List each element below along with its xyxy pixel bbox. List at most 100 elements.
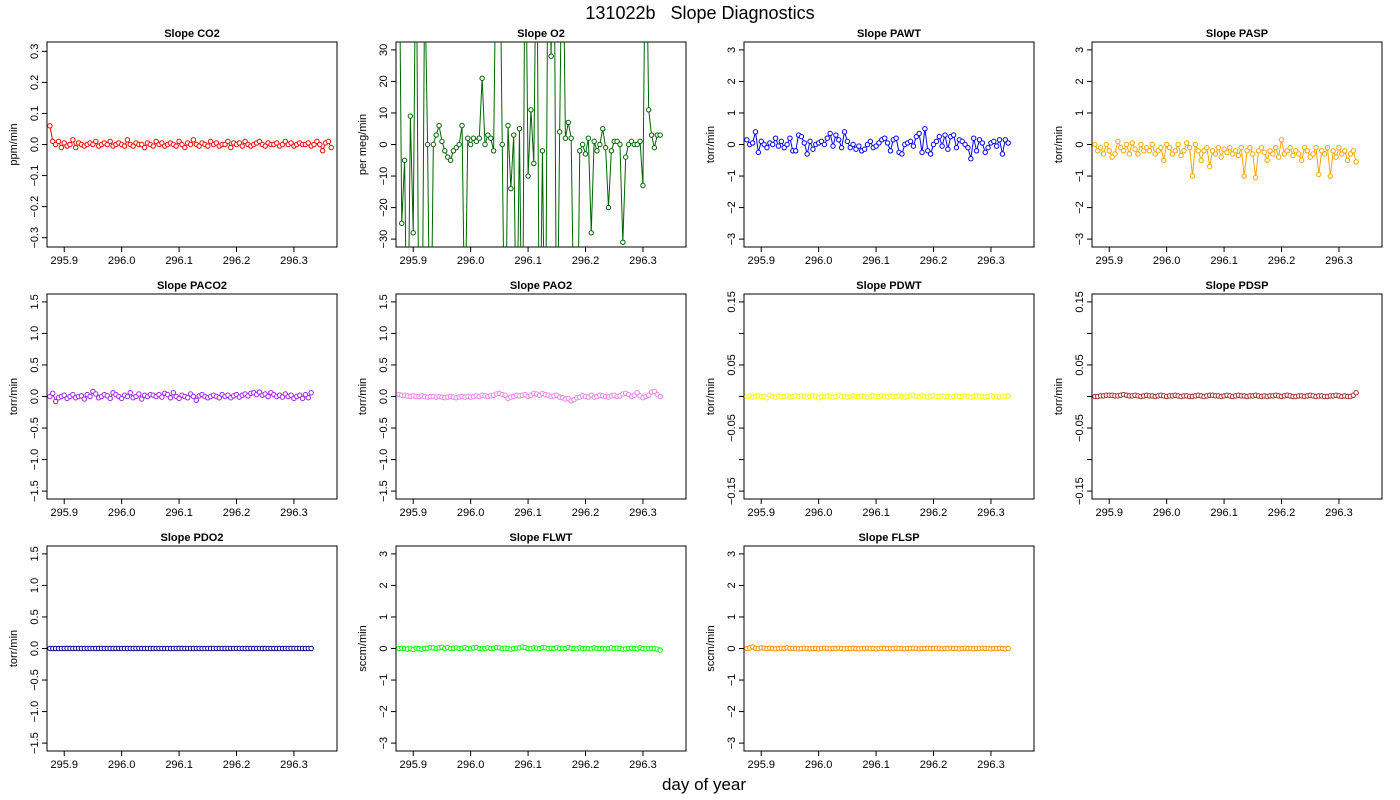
panel-slope-pawt: Slope PAWT torr/min −3 −2 −1 0 1 2 3 295.9 296.0 29…: [705, 28, 1035, 267]
y-tick-label: −0.5: [29, 417, 41, 439]
data-point: [1181, 148, 1187, 154]
x-tick-label: 296.2: [572, 507, 600, 519]
data-point: [1195, 148, 1201, 154]
y-tick-label: 0.5: [29, 357, 41, 372]
y-tick-label: 0.15: [1074, 291, 1086, 312]
data-point: [1112, 151, 1118, 157]
data-point: [657, 132, 663, 138]
data-point: [205, 143, 211, 149]
data-point: [531, 160, 537, 167]
series-group: [744, 392, 1011, 401]
data-point: [744, 137, 750, 143]
data-point: [600, 126, 606, 132]
data-point: [844, 138, 851, 145]
data-point: [971, 135, 977, 141]
panel-slope-co2: Slope CO2 ppm/min −0.3 −0.2 −0.1 0.0 0.1 0.2 0.3…: [8, 28, 338, 267]
y-tick-label: −0.15: [1074, 477, 1086, 505]
data-point: [176, 395, 182, 402]
data-point: [867, 138, 874, 145]
data-point: [1353, 390, 1359, 396]
data-point: [81, 396, 88, 402]
panel-title: Slope PDSP: [1206, 280, 1269, 292]
x-tick-label: 296.3: [629, 255, 657, 267]
y-tick-label: 2: [378, 582, 390, 588]
x-tick-label: 295.9: [1095, 507, 1123, 519]
x-tick-label: 296.2: [920, 759, 948, 771]
data-point: [1204, 144, 1210, 151]
data-point: [482, 141, 488, 148]
data-point: [502, 392, 508, 398]
x-tick-label: 296.3: [977, 759, 1005, 771]
data-point: [516, 126, 523, 132]
data-point: [1106, 148, 1112, 154]
y-tick-label: −1: [1074, 170, 1086, 183]
data-point: [70, 137, 76, 143]
data-point: [907, 138, 914, 145]
data-point: [1238, 144, 1245, 151]
data-point: [1298, 157, 1305, 163]
y-tick-label: −3: [1074, 233, 1086, 246]
data-point: [1201, 148, 1207, 154]
data-point: [755, 149, 762, 156]
data-point: [913, 133, 919, 140]
data-point: [1005, 140, 1011, 146]
y-tick-label: 2: [726, 78, 738, 84]
x-tick-label: 295.9: [747, 759, 775, 771]
data-point: [657, 393, 663, 400]
y-tick-label: 0: [726, 141, 738, 147]
data-point: [1189, 173, 1196, 179]
data-point: [170, 390, 177, 396]
data-point: [965, 144, 971, 151]
data-point: [910, 143, 917, 149]
panel-slope-pasp: Slope PASP torr/min −3 −2 −1 0 1 2 3 295.9 296.0 29…: [1053, 28, 1383, 267]
panel-slope-flwt: Slope FLWT sccm/min −3 −2 −1 0 1 2 3 295.9 296.0 29…: [357, 532, 687, 771]
data-point: [1341, 148, 1348, 154]
y-tick-label: 1: [726, 110, 738, 116]
y-tick-label: 0.05: [726, 354, 738, 375]
data-point: [645, 107, 652, 113]
data-point: [651, 388, 658, 395]
data-point: [1005, 645, 1011, 652]
data-point: [884, 140, 891, 146]
y-axis-label: torr/min: [705, 126, 717, 163]
data-point: [919, 149, 925, 156]
data-point: [1158, 144, 1164, 151]
data-point: [485, 132, 491, 138]
data-point: [118, 395, 125, 402]
series-group: [744, 126, 1011, 162]
y-tick-label: 3: [726, 47, 738, 53]
data-point: [164, 391, 171, 398]
y-tick-label: 0.1: [29, 106, 41, 121]
data-point: [1313, 144, 1319, 151]
panel-slope-pao2: Slope PAO2 torr/min −1.5 −1.0 −0.5 0.0 0.5 1.0 1…: [357, 280, 687, 519]
data-point: [150, 143, 156, 149]
data-point: [881, 135, 888, 141]
data-point: [899, 151, 905, 157]
y-tick-label: −0.3: [29, 227, 41, 249]
data-point: [979, 140, 986, 146]
data-point: [847, 144, 853, 151]
data-point: [1095, 148, 1101, 154]
data-point: [996, 137, 1003, 143]
data-point: [1172, 148, 1178, 154]
data-point: [479, 75, 485, 81]
x-tick-label: 296.2: [920, 507, 948, 519]
data-point: [579, 141, 586, 148]
data-point: [1215, 144, 1222, 151]
series-group: [47, 123, 334, 154]
panel-slope-pdwt: Slope PDWT torr/min −0.15 −0.05 0.05 0.15 295.…: [705, 280, 1035, 519]
data-point: [841, 129, 848, 135]
data-point: [1255, 148, 1262, 154]
data-point: [1178, 152, 1184, 159]
data-point: [770, 141, 776, 148]
data-point: [225, 138, 231, 145]
x-tick-label: 296.1: [1210, 507, 1238, 519]
y-tick-label: −1: [726, 170, 738, 183]
data-point: [78, 393, 85, 399]
data-point: [525, 173, 531, 179]
x-tick-label: 296.3: [629, 759, 657, 771]
x-tick-label: 296.1: [862, 507, 890, 519]
data-point: [47, 393, 53, 400]
y-tick-label: −10: [378, 167, 390, 186]
data-point: [216, 395, 222, 401]
